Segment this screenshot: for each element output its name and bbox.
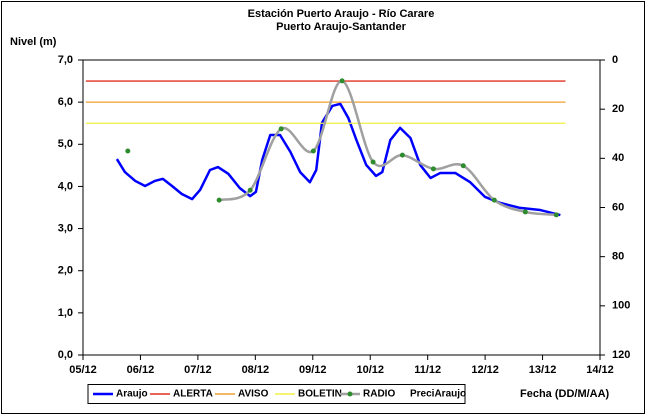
series-marker: [460, 163, 466, 169]
x-tick-label: 07/12: [184, 364, 212, 376]
series-marker: [125, 148, 131, 154]
y-tick-label: 0,0: [58, 349, 73, 361]
legend-label: BOLETIN: [298, 389, 342, 400]
x-tick-label: 11/12: [414, 364, 441, 376]
x-tick-label: 06/12: [127, 364, 155, 376]
y2-tick-label: 100: [612, 300, 630, 312]
y2-tick-label: 120: [612, 349, 630, 361]
y2-tick-label: 60: [612, 201, 624, 213]
x-axis-label: Fecha (DD/M/AA): [520, 388, 610, 400]
x-tick-label: 09/12: [299, 364, 327, 376]
y2-tick-label: 40: [612, 152, 624, 164]
x-tick-label: 05/12: [69, 364, 97, 376]
series-marker: [310, 148, 316, 154]
series-marker: [339, 78, 345, 84]
y-axis-label: Nivel (m): [10, 36, 57, 48]
series-marker: [553, 212, 559, 218]
chart-title: Estación Puerto Araujo - Río Carare: [248, 8, 435, 20]
legend-label: RADIO: [363, 389, 395, 400]
series-marker: [278, 126, 284, 132]
x-tick-label: 14/12: [586, 364, 614, 376]
series-marker: [522, 209, 528, 215]
y-tick-label: 2,0: [58, 265, 73, 277]
legend-marker: [347, 391, 353, 397]
y-tick-label: 4,0: [58, 180, 73, 192]
x-tick-label: 10/12: [356, 364, 384, 376]
y2-tick-label: 80: [612, 251, 624, 263]
x-tick-label: 08/12: [242, 364, 270, 376]
y-tick-label: 6,0: [58, 96, 73, 108]
series-marker: [491, 197, 497, 203]
y-tick-label: 7,0: [58, 54, 73, 66]
series-marker: [216, 197, 222, 203]
y2-tick-label: 0: [612, 54, 618, 66]
y2-tick-label: 20: [612, 103, 624, 115]
legend-label: Araujo: [116, 389, 148, 400]
y-tick-label: 5,0: [58, 138, 73, 150]
series-marker: [430, 166, 436, 172]
legend-label: ALERTA: [173, 389, 213, 400]
chart-subtitle: Puerto Araujo-Santander: [276, 21, 406, 33]
series-marker: [247, 187, 253, 193]
legend-label: AVISO: [238, 389, 269, 400]
legend-label: PreciAraujo: [410, 389, 466, 400]
x-tick-label: 12/12: [471, 364, 499, 376]
y-tick-label: 3,0: [58, 222, 73, 234]
series-line: [115, 102, 561, 217]
y-tick-label: 1,0: [58, 307, 73, 319]
series-marker: [399, 152, 405, 158]
series-marker: [370, 159, 376, 165]
x-tick-label: 13/12: [529, 364, 557, 376]
